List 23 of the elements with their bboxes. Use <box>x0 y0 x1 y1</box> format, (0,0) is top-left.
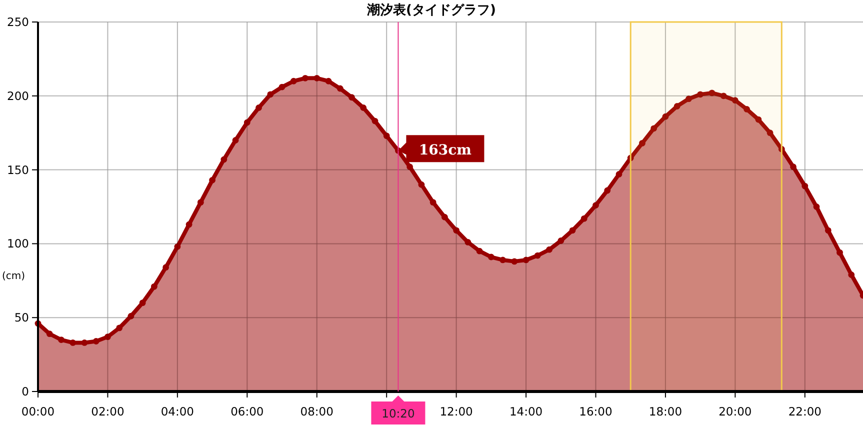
x-tick-label: 08:00 <box>300 404 334 418</box>
chart-title: 潮汐表(タイドグラフ) <box>366 3 496 18</box>
x-tick-label: 06:00 <box>230 404 264 418</box>
ref-line-label: 10:20 <box>382 406 415 420</box>
y-tick-label: 200 <box>7 88 29 103</box>
x-tick-label: 02:00 <box>91 404 124 418</box>
x-tick-label: 20:00 <box>718 404 752 418</box>
y-tick-label: 150 <box>7 162 29 177</box>
x-tick-label: 22:00 <box>788 404 822 418</box>
x-tick-label: 12:00 <box>440 404 473 418</box>
ref-label: 10:20 <box>371 396 426 424</box>
x-tick-label: 00:00 <box>21 404 55 418</box>
annotation: 163cm <box>398 135 484 162</box>
y-tick-label: 100 <box>7 236 29 251</box>
y-tick-label: 0 <box>22 384 29 398</box>
x-tick-label: 18:00 <box>648 404 682 418</box>
y-tick-label: 50 <box>14 310 29 325</box>
y-tick-label: 250 <box>7 15 29 29</box>
annotation: 163cm <box>418 142 472 159</box>
x-tick-label: 14:00 <box>509 404 543 418</box>
x-tick-label: 16:00 <box>579 404 612 418</box>
x-tick-label: 04:00 <box>160 404 194 418</box>
y-axis-title: (cm) <box>2 271 26 282</box>
